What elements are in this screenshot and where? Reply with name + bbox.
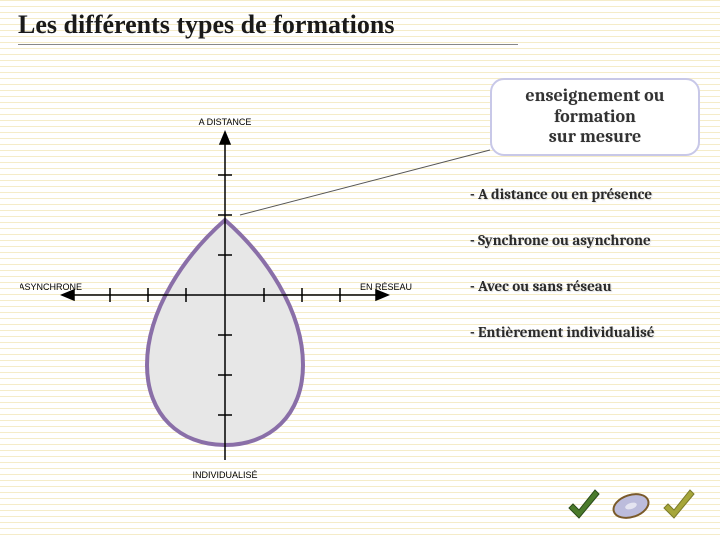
blob-icon: [610, 490, 651, 522]
axis-label-left: ASYNCHRONE: [20, 282, 82, 292]
callout-line1: enseignement ou: [492, 86, 698, 107]
axis-label-top: A DISTANCE: [199, 117, 252, 127]
bullet-item: - Synchrone ou asynchrone: [470, 231, 700, 249]
bullet-item: - A distance ou en présence: [470, 185, 700, 203]
callout-line3: sur mesure: [492, 127, 698, 148]
axes: [62, 132, 388, 460]
check-icon: [569, 490, 599, 518]
callout-box: enseignement ou formation sur mesure: [490, 78, 700, 156]
axis-label-bottom: INDIVIDUALISÉ: [192, 470, 257, 480]
check-icon-2: [664, 490, 694, 518]
bullet-item: - Avec ou sans réseau: [470, 277, 700, 295]
bullet-list: - A distance ou en présence - Synchrone …: [470, 185, 700, 369]
footer-icons: [560, 482, 700, 530]
quadrant-diagram: A DISTANCE EN RÉSEAU INDIVIDUALISÉ ASYNC…: [20, 100, 430, 480]
callout-line2: formation: [492, 107, 698, 128]
bullet-item: - Entièrement individualisé: [470, 323, 700, 341]
axis-label-right: EN RÉSEAU: [360, 282, 412, 292]
